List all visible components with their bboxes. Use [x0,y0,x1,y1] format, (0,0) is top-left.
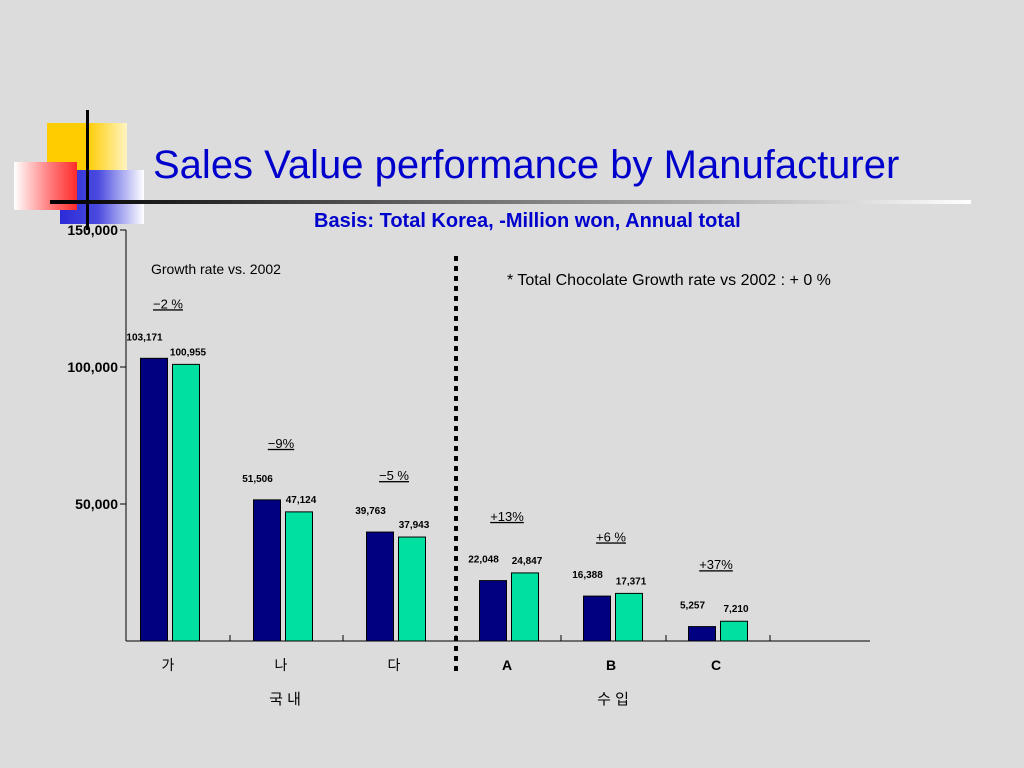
y-tick-label: 50,000 [75,496,118,512]
data-label: 47,124 [286,495,317,506]
bar-2003 [398,536,426,642]
bar-2003 [615,592,643,642]
data-label: 5,257 [680,601,705,612]
data-label: 22,048 [468,555,499,566]
bar-2003 [285,511,313,642]
bar-2003 [511,572,539,642]
total-growth-note: * Total Chocolate Growth rate vs 2002 : … [507,272,831,289]
growth-rate-note: Growth rate vs. 2002 [151,261,281,277]
group-label-import: 수 입 [597,691,629,708]
growth-rate-label: +6 % [596,529,626,544]
x-category-label: 다 [388,657,401,673]
chart-subtitle: Basis: Total Korea, -Million won, Annual… [314,210,741,232]
bar-2002 [583,595,611,642]
bar-2002 [253,499,281,642]
data-label: 51,506 [242,474,273,485]
data-label: 37,943 [399,520,430,531]
x-category-label: B [606,657,616,673]
bar-2002 [688,626,716,642]
data-label: 39,763 [355,506,386,517]
x-category-label: A [502,657,512,673]
bar-2002 [140,357,168,642]
data-label: 16,388 [572,570,603,581]
bar-2002 [366,531,394,642]
bar-2003 [172,363,200,642]
y-tick-label: 150,000 [67,222,118,238]
data-label: 17,371 [616,576,647,587]
bar-2003 [720,620,748,642]
data-label: 103,171 [126,332,163,343]
data-label: 24,847 [512,556,543,567]
data-label: 7,210 [723,604,748,615]
y-tick-label: 100,000 [67,359,118,375]
vertical-divider-line [86,110,89,230]
growth-rate-label: +13% [490,509,524,524]
x-category-label: 나 [275,657,288,673]
growth-rate-label: −5 % [379,468,409,483]
page-title: Sales Value performance by Manufacturer [153,143,900,187]
horizontal-divider-line [50,200,971,204]
growth-rate-label: −2 % [153,296,183,311]
bar-2002 [479,580,507,642]
growth-rate-label: −9% [268,436,295,451]
data-label: 100,955 [170,347,207,358]
growth-rate-label: +37% [699,557,733,572]
x-category-label: C [711,657,721,673]
x-category-label: 가 [162,657,175,673]
group-label-domestic: 국 내 [269,691,301,708]
